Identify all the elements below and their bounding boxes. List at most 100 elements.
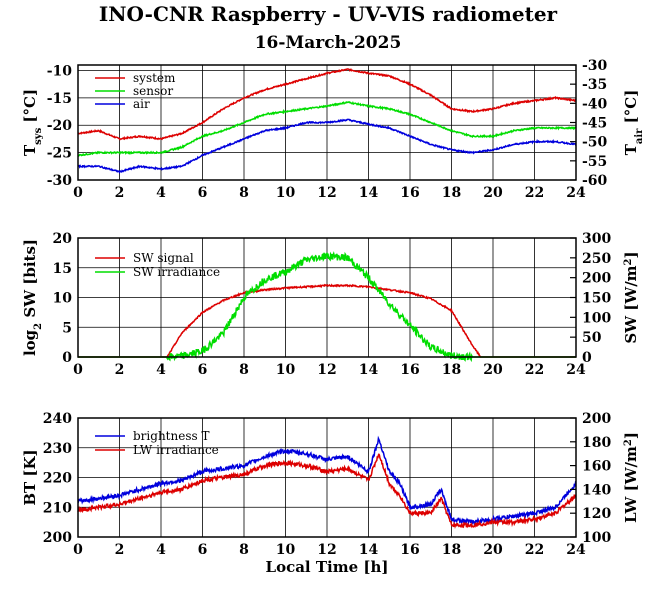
x-tick-label: 8: [239, 362, 249, 378]
legend-label: SW signal: [133, 251, 194, 265]
y-tick-label: 230: [43, 441, 72, 457]
y2-tick-label: 300: [582, 231, 611, 247]
y2-axis-label: Tair [°C]: [622, 90, 645, 156]
y-axis-label: BT [K]: [21, 449, 39, 505]
y-tick-label: 220: [43, 471, 72, 487]
y2-tick-label: 150: [582, 291, 611, 307]
x-tick-label: 12: [317, 542, 336, 558]
y2-tick-label: 250: [582, 251, 611, 267]
x-tick-label: 4: [156, 542, 166, 558]
y-tick-label: 10: [53, 291, 73, 307]
chart-subtitle: 16-March-2025: [255, 33, 402, 53]
y2-tick-label: -30: [582, 58, 608, 74]
y2-tick-label: 0: [582, 350, 592, 366]
y2-tick-label: 160: [582, 459, 611, 475]
y-tick-label: -20: [47, 118, 73, 134]
x-tick-label: 10: [276, 185, 296, 201]
y-tick-label: 200: [43, 530, 72, 546]
x-tick-label: 18: [442, 542, 461, 558]
x-tick-label: 20: [483, 362, 503, 378]
x-tick-label: 20: [483, 185, 503, 201]
y-axis-label: log2 SW [bits]: [21, 239, 44, 356]
x-tick-label: 2: [115, 185, 125, 201]
y2-tick-label: -60: [582, 173, 608, 189]
y-tick-label: -25: [47, 146, 72, 162]
x-tick-label: 8: [239, 185, 249, 201]
legend-label: system: [133, 71, 176, 85]
series-line-lw-irradiance: [77, 453, 577, 529]
x-tick-label: 14: [359, 542, 379, 558]
x-tick-label: 18: [442, 185, 461, 201]
y-axis-label: Tsys [°C]: [21, 89, 44, 156]
x-tick-label: 24: [566, 362, 586, 378]
x-tick-label: 6: [198, 362, 208, 378]
x-tick-label: 0: [73, 542, 83, 558]
y2-axis-label: SW [W/m2]: [622, 251, 640, 343]
x-tick-label: 22: [525, 185, 544, 201]
x-tick-label: 22: [525, 542, 544, 558]
x-tick-label: 10: [276, 542, 296, 558]
x-tick-label: 22: [525, 362, 544, 378]
y2-tick-label: 100: [582, 530, 611, 546]
y-tick-label: 210: [43, 500, 72, 516]
x-tick-label: 14: [359, 185, 379, 201]
series-line-brightness-t: [77, 435, 577, 526]
y2-tick-label: 50: [582, 330, 602, 346]
y2-tick-label: -35: [582, 77, 607, 93]
legend-label: SW irradiance: [133, 265, 220, 279]
y-tick-label: 20: [53, 231, 73, 247]
x-tick-label: 6: [198, 542, 208, 558]
y-tick-label: -10: [47, 63, 73, 79]
x-tick-label: 16: [400, 542, 419, 558]
x-tick-label: 16: [400, 185, 419, 201]
x-tick-label: 24: [566, 542, 586, 558]
x-tick-label: 10: [276, 362, 296, 378]
y-tick-label: 15: [53, 261, 72, 277]
x-tick-label: 6: [198, 185, 208, 201]
x-tick-label: 4: [156, 362, 166, 378]
x-tick-label: 4: [156, 185, 166, 201]
x-tick-label: 0: [73, 362, 83, 378]
y2-tick-label: 180: [582, 435, 611, 451]
x-axis-label: Local Time [h]: [266, 558, 389, 576]
y2-tick-label: 120: [582, 506, 611, 522]
series-line-sensor: [77, 100, 577, 157]
x-tick-label: 20: [483, 542, 503, 558]
x-tick-label: 12: [317, 185, 336, 201]
y2-tick-label: 140: [582, 482, 611, 498]
y2-tick-label: -50: [582, 135, 608, 151]
x-tick-label: 18: [442, 362, 461, 378]
x-tick-label: 14: [359, 362, 379, 378]
legend-label: air: [133, 97, 150, 111]
y-tick-label: 240: [43, 411, 72, 427]
series-line-air: [77, 118, 577, 175]
x-tick-label: 12: [317, 362, 336, 378]
y2-axis-label: LW [W/m2]: [622, 432, 640, 523]
chart-title: INO-CNR Raspberry - UV-VIS radiometer: [99, 2, 558, 26]
x-tick-label: 24: [566, 185, 586, 201]
y-tick-label: 0: [62, 350, 72, 366]
y2-tick-label: -45: [582, 116, 607, 132]
y2-tick-label: 200: [582, 271, 611, 287]
x-tick-label: 2: [115, 542, 125, 558]
series-line-system: [77, 68, 577, 141]
legend-label: LW irradiance: [133, 443, 219, 457]
x-tick-label: 16: [400, 362, 419, 378]
y-tick-label: -15: [47, 91, 72, 107]
y2-tick-label: 100: [582, 310, 611, 326]
y2-tick-label: -55: [582, 154, 607, 170]
y2-tick-label: 200: [582, 411, 611, 427]
x-tick-label: 0: [73, 185, 83, 201]
y-tick-label: -30: [47, 173, 73, 189]
plot-frame: [77, 417, 577, 538]
y-tick-label: 5: [62, 320, 72, 336]
x-tick-label: 2: [115, 362, 125, 378]
legend-label: sensor: [133, 84, 173, 98]
legend-label: brightness T: [133, 429, 209, 443]
x-tick-label: 8: [239, 542, 249, 558]
